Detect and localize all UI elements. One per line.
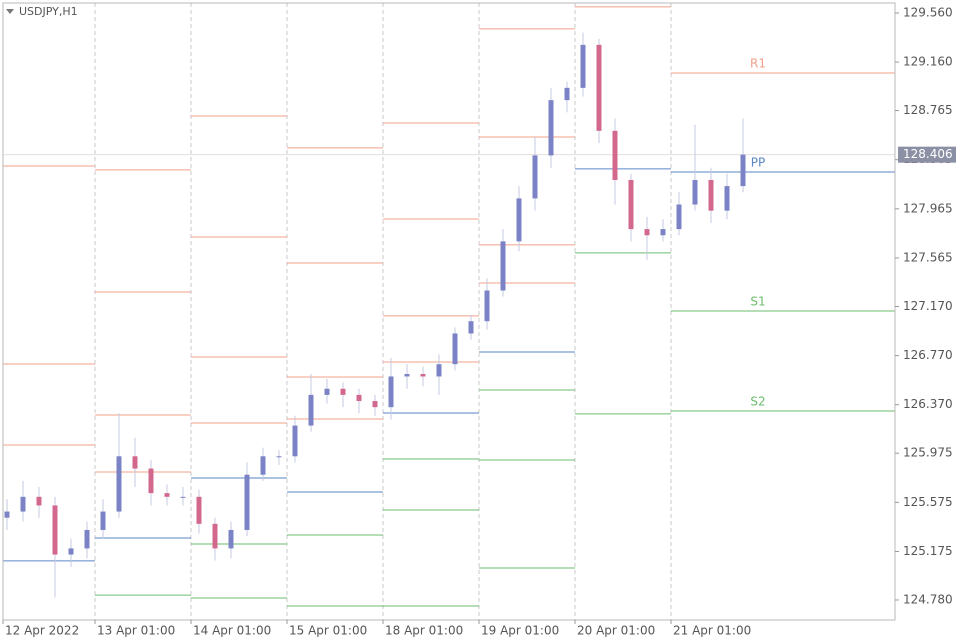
candle-body bbox=[292, 425, 298, 457]
candle-body bbox=[516, 198, 522, 242]
candle-body bbox=[644, 229, 650, 236]
y-tick-label: 124.780 bbox=[903, 592, 953, 606]
x-tick-label: 19 Apr 01:00 bbox=[481, 624, 559, 638]
pivot-label: PP bbox=[751, 155, 765, 169]
x-tick-label: 14 Apr 01:00 bbox=[193, 624, 271, 638]
candle-body bbox=[612, 130, 618, 180]
candle-body bbox=[148, 468, 154, 494]
x-tick-label: 20 Apr 01:00 bbox=[577, 624, 655, 638]
candle-body bbox=[356, 394, 362, 402]
candle-body bbox=[212, 523, 218, 549]
candle-body bbox=[388, 376, 394, 408]
y-tick-label: 127.565 bbox=[903, 250, 953, 264]
x-tick-label: 21 Apr 01:00 bbox=[673, 624, 751, 638]
candle-body bbox=[372, 401, 378, 408]
candle-body bbox=[660, 229, 666, 236]
candle-body bbox=[4, 511, 10, 518]
plot-border bbox=[2, 2, 896, 621]
x-tick-label: 13 Apr 01:00 bbox=[97, 624, 175, 638]
candle-body bbox=[580, 44, 586, 88]
candle-body bbox=[196, 496, 202, 524]
pivot-label: R1 bbox=[750, 57, 766, 71]
candle-body bbox=[420, 374, 426, 377]
candle-body bbox=[84, 529, 90, 549]
candle-body bbox=[100, 511, 106, 530]
y-tick-label: 125.975 bbox=[903, 446, 953, 460]
candle-body bbox=[276, 456, 282, 458]
candle-body bbox=[500, 241, 506, 291]
candle-body bbox=[676, 204, 682, 230]
candle-body bbox=[164, 493, 170, 497]
candle-body bbox=[628, 179, 634, 230]
y-tick-label: 125.575 bbox=[903, 495, 953, 509]
price-label: 128.406 bbox=[903, 147, 953, 161]
y-tick-label: 129.560 bbox=[903, 5, 953, 19]
candle-body bbox=[308, 394, 314, 426]
candle-body bbox=[532, 155, 538, 199]
x-tick-label: 18 Apr 01:00 bbox=[385, 624, 463, 638]
candle-body bbox=[244, 474, 250, 530]
candle-body bbox=[52, 505, 58, 555]
candle-body bbox=[564, 87, 570, 101]
x-tick-label: 15 Apr 01:00 bbox=[289, 624, 367, 638]
candle-body bbox=[548, 100, 554, 156]
x-tick-label: 12 Apr 2022 bbox=[5, 624, 79, 638]
candle-body bbox=[340, 388, 346, 395]
pivot-label: S2 bbox=[750, 394, 765, 408]
candle-body bbox=[228, 529, 234, 549]
candle-body bbox=[484, 290, 490, 322]
price-box bbox=[898, 146, 956, 163]
y-tick-label: 127.170 bbox=[903, 299, 953, 313]
y-tick-label: 127.965 bbox=[903, 201, 953, 215]
y-tick-label: 129.160 bbox=[903, 55, 953, 69]
candles bbox=[4, 32, 746, 598]
candle-body bbox=[116, 456, 122, 512]
chart-title: USDJPY,H1 bbox=[19, 5, 78, 18]
candle-body bbox=[180, 496, 186, 498]
candle-body bbox=[132, 456, 138, 469]
y-tick-label: 128.765 bbox=[903, 103, 953, 117]
y-tick-label: 126.370 bbox=[903, 397, 953, 411]
candle-body bbox=[708, 179, 714, 211]
candle-body bbox=[324, 388, 330, 395]
candle-body bbox=[68, 548, 74, 555]
candle-body bbox=[596, 44, 602, 131]
candle-body bbox=[36, 496, 42, 506]
y-tick-label: 126.770 bbox=[903, 348, 953, 362]
menu-arrow bbox=[6, 9, 14, 14]
y-tick-label: 125.175 bbox=[903, 544, 953, 558]
pivot-label: S1 bbox=[750, 295, 765, 309]
axes: 124.780 125.175 125.575 125.975 126.370 126.7… bbox=[2, 5, 956, 638]
candle-body bbox=[692, 179, 698, 205]
candle-body bbox=[20, 496, 26, 512]
candle-body bbox=[724, 186, 730, 211]
candle-body bbox=[740, 154, 746, 187]
candle-body bbox=[260, 456, 266, 475]
candle-body bbox=[404, 374, 410, 377]
candle-body bbox=[468, 321, 474, 334]
candle-body bbox=[436, 364, 442, 377]
pivot-levels: R1 PP S1 S2 bbox=[3, 6, 895, 607]
candle-body bbox=[452, 333, 458, 365]
